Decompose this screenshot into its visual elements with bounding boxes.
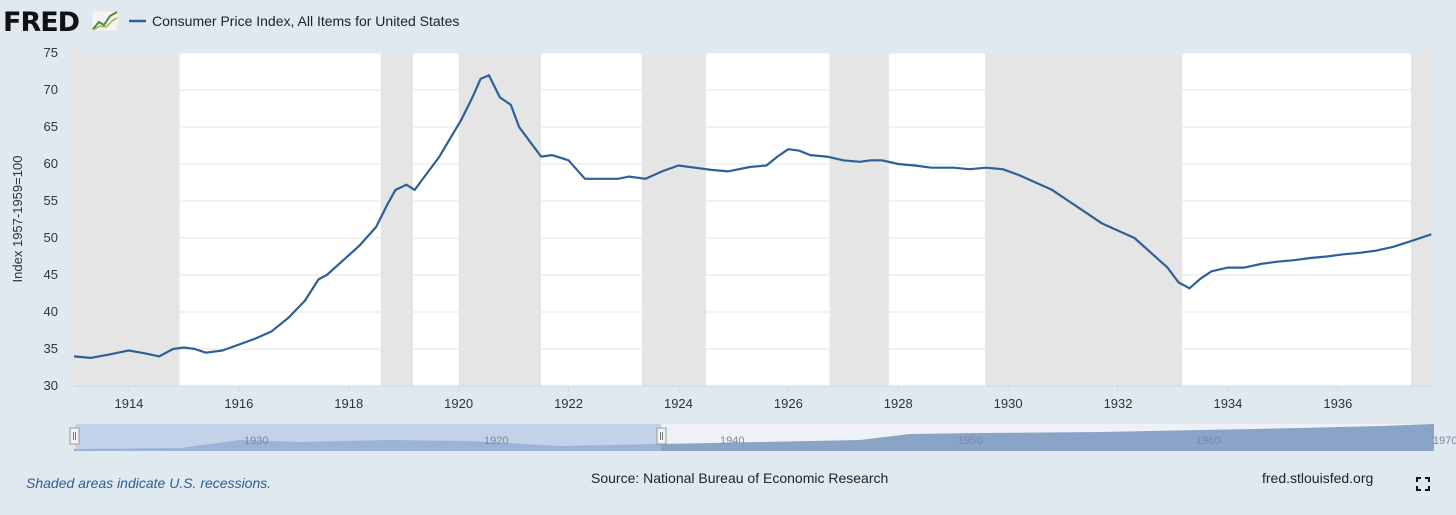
y-tick-label: 30 — [44, 378, 58, 393]
navigator-handle-left[interactable] — [69, 427, 80, 445]
navigator[interactable]: 1930 1920 1940 1950 1960 1970 — [69, 424, 1456, 451]
x-tick-label: 1924 — [664, 396, 693, 411]
recession-note: Shaded areas indicate U.S. recessions. — [26, 475, 272, 491]
y-axis-title: Index 1957-1959=100 — [10, 156, 25, 283]
trend-graph-icon — [91, 10, 119, 32]
navigator-label: 1930 — [244, 435, 268, 447]
y-tick-label: 60 — [44, 156, 58, 171]
navigator-label: 1920 — [484, 435, 508, 447]
navigator-label: 1940 — [720, 435, 744, 447]
y-tick-label: 45 — [44, 267, 58, 282]
x-tick-label: 1928 — [884, 396, 913, 411]
site-link[interactable]: fred.stlouisfed.org — [1262, 470, 1374, 486]
x-tick-label: 1936 — [1323, 396, 1352, 411]
y-tick-label: 75 — [44, 45, 58, 60]
x-tick-label: 1932 — [1104, 396, 1133, 411]
recession-band — [74, 53, 180, 386]
navigator-label: 1950 — [958, 435, 982, 447]
recession-band — [458, 53, 542, 386]
y-tick-label: 65 — [44, 119, 58, 134]
x-tick-label: 1916 — [224, 396, 253, 411]
x-tick-label: 1918 — [334, 396, 363, 411]
recession-layer — [74, 53, 1434, 386]
x-tick-label: 1926 — [774, 396, 803, 411]
y-tick-label: 70 — [44, 82, 58, 97]
fred-logo[interactable]: FRED — [3, 7, 119, 38]
x-tick-label: 1934 — [1213, 396, 1242, 411]
navigator-selected-range[interactable] — [75, 424, 661, 451]
fred-logo-text: FRED — [3, 7, 79, 38]
series-line-cpi[interactable] — [73, 74, 1432, 359]
x-axis-ticks: 1914 1916 1918 1920 1922 1924 1926 1928 1930 1932… — [114, 386, 1352, 411]
x-tick-label: 1930 — [994, 396, 1023, 411]
y-tick-label: 40 — [44, 304, 58, 319]
fullscreen-icon[interactable] — [1416, 477, 1430, 491]
source-text[interactable]: Source: National Bureau of Economic Rese… — [591, 470, 889, 486]
y-axis-ticks: 30 35 40 45 50 55 60 65 70 75 — [44, 45, 58, 393]
x-tick-label: 1920 — [444, 396, 473, 411]
navigator-handle-right[interactable] — [656, 427, 667, 445]
legend-label: Consumer Price Index, All Items for Unit… — [152, 13, 459, 29]
plot-background — [74, 53, 1434, 386]
y-tick-label: 50 — [44, 230, 58, 245]
legend[interactable]: Consumer Price Index, All Items for Unit… — [129, 13, 459, 29]
y-tick-label: 55 — [44, 193, 58, 208]
recession-band — [985, 53, 1183, 386]
plot-area: 30 35 40 45 50 55 60 65 70 75 1914 1916 1918 1920 192… — [44, 45, 1434, 411]
x-tick-label: 1914 — [114, 396, 143, 411]
x-tick-label: 1922 — [554, 396, 583, 411]
navigator-label: 1960 — [1196, 435, 1220, 447]
recession-band — [829, 53, 889, 386]
recession-band — [1410, 53, 1434, 386]
navigator-label: 1970 — [1433, 435, 1456, 447]
y-tick-label: 35 — [44, 341, 58, 356]
recession-band — [641, 53, 706, 386]
recession-band — [380, 53, 414, 386]
